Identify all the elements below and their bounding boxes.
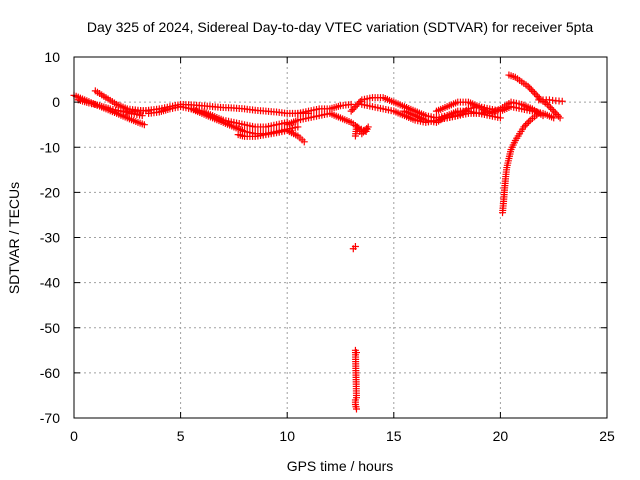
y-tick-label: -10 bbox=[40, 139, 60, 155]
series-track-7 bbox=[234, 127, 308, 146]
series-track-9 bbox=[294, 100, 355, 117]
data-point bbox=[352, 405, 360, 413]
series-track-17 bbox=[499, 109, 543, 217]
data-point bbox=[558, 97, 566, 105]
data-point bbox=[349, 106, 357, 114]
data-point bbox=[521, 121, 529, 129]
y-tick-label: 0 bbox=[52, 94, 60, 110]
data-point bbox=[543, 100, 551, 108]
y-tick-label: -60 bbox=[40, 365, 60, 381]
data-point bbox=[355, 99, 363, 107]
series-track-4 bbox=[123, 100, 313, 117]
data-point bbox=[556, 114, 564, 122]
data-point bbox=[550, 114, 558, 122]
data-point bbox=[361, 126, 369, 134]
data-point bbox=[527, 86, 535, 94]
data-point bbox=[535, 109, 543, 117]
data-point bbox=[554, 112, 562, 120]
data-point bbox=[364, 123, 372, 131]
y-tick-label: -20 bbox=[40, 184, 60, 200]
data-point bbox=[294, 123, 302, 131]
y-tick-label: -40 bbox=[40, 275, 60, 291]
data-point bbox=[547, 104, 555, 112]
data-point bbox=[351, 243, 359, 251]
x-tick-label: 15 bbox=[386, 428, 402, 444]
data-point bbox=[354, 125, 362, 133]
series-track-16 bbox=[535, 96, 566, 105]
data-point bbox=[300, 138, 308, 146]
x-tick-label: 5 bbox=[177, 428, 185, 444]
x-tick-label: 0 bbox=[70, 428, 78, 444]
data-point bbox=[347, 107, 355, 115]
data-point bbox=[524, 82, 532, 90]
data-point bbox=[531, 89, 539, 97]
data-point bbox=[352, 102, 360, 110]
data-point bbox=[532, 91, 540, 99]
data-point bbox=[526, 84, 534, 92]
axis-ticks: 0 5 10 15 20 25 10 0 -10 -20 -30 -40 -50 -60 -70 bbox=[40, 49, 615, 444]
data-point bbox=[138, 112, 146, 120]
data-point bbox=[140, 121, 148, 129]
data-point bbox=[551, 109, 559, 117]
x-axis-label: GPS time / hours bbox=[287, 458, 394, 474]
data-point bbox=[525, 118, 533, 126]
x-tick-label: 10 bbox=[279, 428, 295, 444]
series-track-14 bbox=[443, 103, 558, 122]
y-tick-label: 10 bbox=[44, 49, 60, 65]
data-point bbox=[347, 100, 355, 108]
data-point bbox=[520, 123, 528, 131]
x-tick-label: 20 bbox=[493, 428, 509, 444]
series-track-8 bbox=[283, 109, 362, 131]
data-point bbox=[534, 92, 542, 100]
data-point bbox=[350, 104, 358, 112]
x-tick-label: 25 bbox=[599, 428, 615, 444]
data-point bbox=[550, 107, 558, 115]
series-track-18 bbox=[349, 123, 372, 413]
y-tick-label: -50 bbox=[40, 320, 60, 336]
data-point bbox=[529, 87, 537, 95]
grid-lines bbox=[74, 57, 607, 418]
data-point bbox=[523, 120, 531, 128]
data-point bbox=[545, 102, 553, 110]
chart-title: Day 325 of 2024, Sidereal Day-to-day VTE… bbox=[87, 19, 594, 35]
data-points bbox=[70, 71, 566, 413]
y-tick-label: -30 bbox=[40, 230, 60, 246]
y-tick-label: -70 bbox=[40, 410, 60, 426]
series-track-10 bbox=[347, 94, 451, 122]
y-axis-label: SDTVAR / TECUs bbox=[6, 182, 22, 294]
data-point bbox=[496, 114, 504, 122]
data-point bbox=[548, 105, 556, 113]
data-point bbox=[553, 111, 561, 119]
data-point bbox=[363, 125, 371, 133]
